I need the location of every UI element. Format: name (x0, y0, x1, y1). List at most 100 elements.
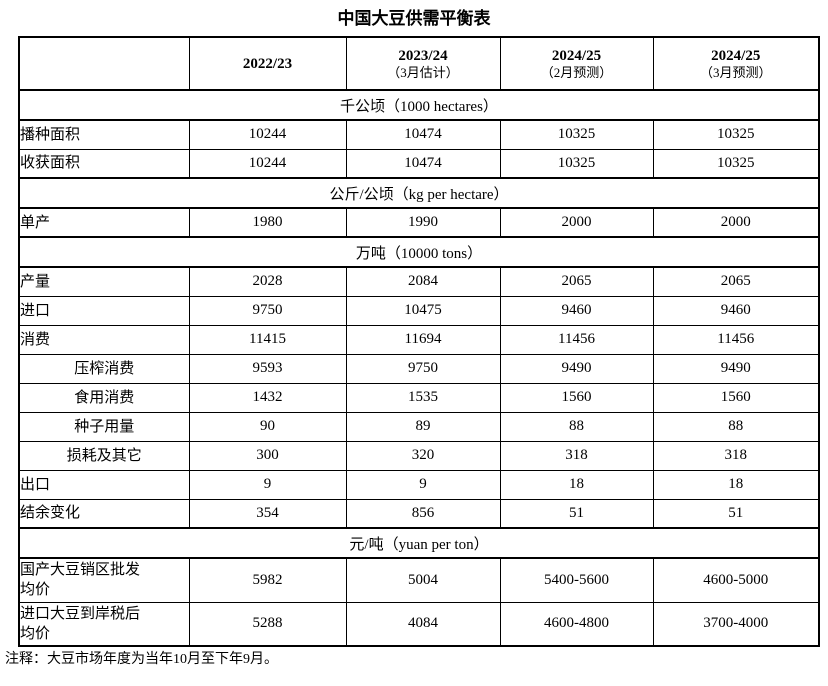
table-row: 国产大豆销区批发 均价 5982 5004 5400-5600 4600-5000 (18, 557, 820, 603)
row-label: 产量 (18, 266, 190, 297)
cell-value: 10475 (345, 295, 501, 326)
cell-value: 89 (345, 411, 501, 442)
row-label: 消费 (18, 324, 190, 355)
unit-label: 公斤/公顷（kg per hectare） (18, 177, 820, 209)
cell-value: 51 (652, 498, 820, 529)
cell-value: 88 (499, 411, 654, 442)
table-body: 千公顷（1000 hectares） 播种面积 10244 10474 10325 103… (18, 89, 820, 647)
cell-value: 10474 (345, 148, 501, 179)
table-row: 产量 2028 2084 2065 2065 (18, 266, 820, 297)
cell-value: 5982 (188, 557, 347, 603)
cell-value: 18 (499, 469, 654, 500)
cell-value: 2065 (499, 266, 654, 297)
column-header: 2023/24 （3月估计） (345, 36, 501, 91)
unit-label: 元/吨（yuan per ton） (18, 527, 820, 559)
cell-value: 4600-4800 (499, 601, 654, 647)
column-subtitle: （3月估计） (387, 64, 459, 80)
column-header: 2024/25 （3月预测） (652, 36, 820, 91)
table-row: 播种面积 10244 10474 10325 10325 (18, 119, 820, 150)
cell-value: 2000 (652, 207, 820, 238)
row-label: 损耗及其它 (18, 440, 190, 471)
cell-value: 856 (345, 498, 501, 529)
balance-table: 2022/23 2023/24 （3月估计） 2024/25 （2月预测） 2024/25… (18, 36, 820, 647)
cell-value: 5004 (345, 557, 501, 603)
corner-cell (18, 36, 190, 91)
row-label: 种子用量 (18, 411, 190, 442)
cell-value: 1990 (345, 207, 501, 238)
cell-value: 318 (499, 440, 654, 471)
cell-value: 354 (188, 498, 347, 529)
unit-label: 千公顷（1000 hectares） (18, 89, 820, 121)
cell-value: 11456 (499, 324, 654, 355)
row-label: 播种面积 (18, 119, 190, 150)
page-title: 中国大豆供需平衡表 (337, 9, 491, 28)
cell-value: 9490 (499, 353, 654, 384)
cell-value: 1560 (499, 382, 654, 413)
table-row: 食用消费 1432 1535 1560 1560 (18, 382, 820, 413)
cell-value: 5288 (188, 601, 347, 647)
unit-row: 千公顷（1000 hectares） (18, 89, 820, 121)
cell-value: 4084 (345, 601, 501, 647)
cell-value: 1432 (188, 382, 347, 413)
table-row: 收获面积 10244 10474 10325 10325 (18, 148, 820, 179)
column-header: 2022/23 (188, 36, 347, 91)
cell-value: 51 (499, 498, 654, 529)
table-row: 结余变化 354 856 51 51 (18, 498, 820, 529)
cell-value: 88 (652, 411, 820, 442)
cell-value: 9 (188, 469, 347, 500)
column-year: 2024/25 (711, 47, 761, 64)
cell-value: 9593 (188, 353, 347, 384)
unit-row: 公斤/公顷（kg per hectare） (18, 177, 820, 209)
cell-value: 10244 (188, 119, 347, 150)
column-subtitle: （2月预测） (540, 64, 613, 80)
cell-value: 1535 (345, 382, 501, 413)
cell-value: 2084 (345, 266, 501, 297)
cell-value: 4600-5000 (652, 557, 820, 603)
cell-value: 10474 (345, 119, 501, 150)
cell-value: 300 (188, 440, 347, 471)
cell-value: 10325 (499, 119, 654, 150)
table-row: 压榨消费 9593 9750 9490 9490 (18, 353, 820, 384)
row-label: 收获面积 (18, 148, 190, 179)
row-label: 单产 (18, 207, 190, 238)
cell-value: 9 (345, 469, 501, 500)
table-row: 损耗及其它 300 320 318 318 (18, 440, 820, 471)
header-row: 2022/23 2023/24 （3月估计） 2024/25 （2月预测） 2024/25… (18, 36, 820, 91)
cell-value: 18 (652, 469, 820, 500)
table-row: 种子用量 90 89 88 88 (18, 411, 820, 442)
row-label: 结余变化 (18, 498, 190, 529)
table-row: 消费 11415 11694 11456 11456 (18, 324, 820, 355)
row-label: 进口 (18, 295, 190, 326)
cell-value: 90 (188, 411, 347, 442)
unit-row: 万吨（10000 tons） (18, 236, 820, 268)
row-label: 国产大豆销区批发 均价 (18, 557, 190, 603)
row-label: 食用消费 (18, 382, 190, 413)
cell-value: 9490 (652, 353, 820, 384)
table-row: 进口 9750 10475 9460 9460 (18, 295, 820, 326)
cell-value: 10325 (499, 148, 654, 179)
cell-value: 320 (345, 440, 501, 471)
cell-value: 5400-5600 (499, 557, 654, 603)
cell-value: 1980 (188, 207, 347, 238)
table-row: 单产 1980 1990 2000 2000 (18, 207, 820, 238)
cell-value: 11456 (652, 324, 820, 355)
table-row: 进口大豆到岸税后 均价 5288 4084 4600-4800 3700-4000 (18, 601, 820, 647)
row-label: 压榨消费 (18, 353, 190, 384)
table-row: 出口 9 9 18 18 (18, 469, 820, 500)
column-year: 2024/25 (551, 47, 602, 64)
cell-value: 11415 (188, 324, 347, 355)
cell-value: 9750 (345, 353, 501, 384)
column-subtitle: （3月预测） (699, 64, 772, 80)
footnote: 注释：大豆市场年度为当年10月至下年9月。 (5, 652, 278, 667)
row-label: 出口 (18, 469, 190, 500)
row-label: 进口大豆到岸税后 均价 (18, 601, 190, 647)
column-header: 2024/25 （2月预测） (499, 36, 654, 91)
unit-label: 万吨（10000 tons） (18, 236, 820, 268)
cell-value: 1560 (652, 382, 820, 413)
cell-value: 10325 (652, 119, 820, 150)
cell-value: 3700-4000 (652, 601, 820, 647)
unit-row: 元/吨（yuan per ton） (18, 527, 820, 559)
column-year: 2022/23 (242, 55, 293, 72)
cell-value: 2000 (499, 207, 654, 238)
cell-value: 10325 (652, 148, 820, 179)
